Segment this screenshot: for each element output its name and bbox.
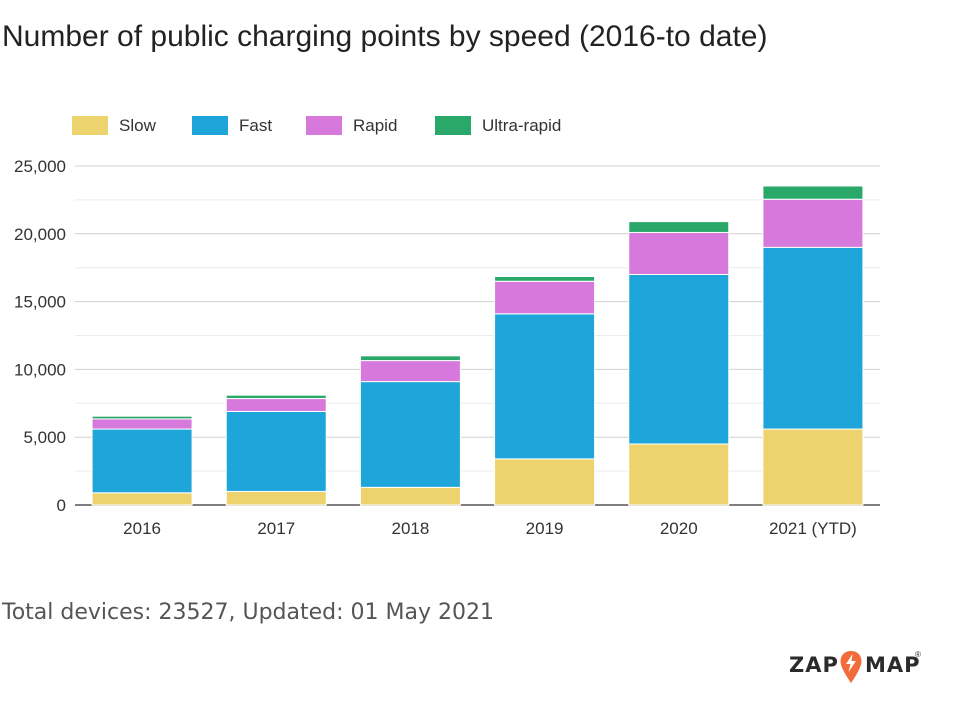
x-axis: 2016 2017 2018 2019 2020 2021 (YTD) [123, 519, 857, 538]
bar-segment-ultra-rapid [628, 221, 730, 233]
bar-segment-ultra-rapid [762, 185, 864, 200]
logo-registered: ® [915, 650, 921, 659]
bar-segment-rapid [359, 360, 461, 383]
x-tick-label: 2019 [526, 519, 564, 538]
bar-segment-slow [359, 486, 461, 506]
bar-segment-fast [225, 410, 327, 492]
chart-grid [75, 165, 880, 506]
bar-segment-slow [762, 428, 864, 506]
bar-segment-rapid [225, 398, 327, 412]
bar-segment-slow [494, 458, 596, 506]
logo-text-left: ZAP [789, 653, 839, 677]
footer-note: Total devices: 23527, Updated: 01 May 20… [2, 600, 494, 625]
legend-label-fast: Fast [239, 116, 273, 135]
bar-segment-slow [225, 490, 327, 506]
bar-segment-ultra-rapid [225, 394, 327, 400]
x-tick-label: 2020 [660, 519, 698, 538]
y-tick-label: 15,000 [14, 293, 66, 312]
bar-segment-rapid [494, 280, 596, 315]
bar-segment-fast [762, 246, 864, 430]
bar-segment-ultra-rapid [359, 355, 461, 362]
chart-bars [91, 185, 864, 506]
bar-segment-fast [494, 313, 596, 460]
y-tick-label: 5,000 [23, 428, 66, 447]
logo-text-right: MAP [865, 653, 921, 677]
legend-swatch-fast [192, 116, 228, 135]
y-tick-label: 20,000 [14, 225, 66, 244]
bar-segment-fast [91, 428, 193, 494]
legend-label-rapid: Rapid [353, 116, 398, 135]
legend-label-slow: Slow [119, 116, 156, 135]
chart-title: Number of public charging points by spee… [2, 20, 768, 53]
x-tick-label: 2017 [257, 519, 295, 538]
y-tick-label: 25,000 [14, 157, 66, 176]
zapmap-logo: ZAP MAP ® [789, 650, 924, 686]
legend-swatch-slow [72, 116, 108, 135]
lightning-pin-icon [840, 651, 862, 683]
legend-swatch-rapid [306, 116, 342, 135]
x-tick-label: 2021 (YTD) [769, 519, 857, 538]
bar-segment-rapid [762, 198, 864, 248]
bar-segment-fast [628, 273, 730, 445]
legend-label-ultra-rapid: Ultra-rapid [482, 116, 562, 135]
bar-segment-fast [359, 381, 461, 488]
bar-segment-ultra-rapid [91, 415, 193, 420]
x-tick-label: 2016 [123, 519, 161, 538]
y-tick-label: 10,000 [14, 360, 66, 379]
bar-segment-slow [628, 443, 730, 506]
bar-segment-rapid [628, 231, 730, 275]
bar-segment-ultra-rapid [494, 276, 596, 282]
y-axis: 0 5,000 10,000 15,000 20,000 25,000 [14, 157, 66, 515]
legend-swatch-ultra-rapid [435, 116, 471, 135]
x-tick-label: 2018 [392, 519, 430, 538]
bar-segment-rapid [91, 418, 193, 430]
y-tick-label: 0 [57, 496, 66, 515]
bar-segment-slow [91, 492, 193, 506]
